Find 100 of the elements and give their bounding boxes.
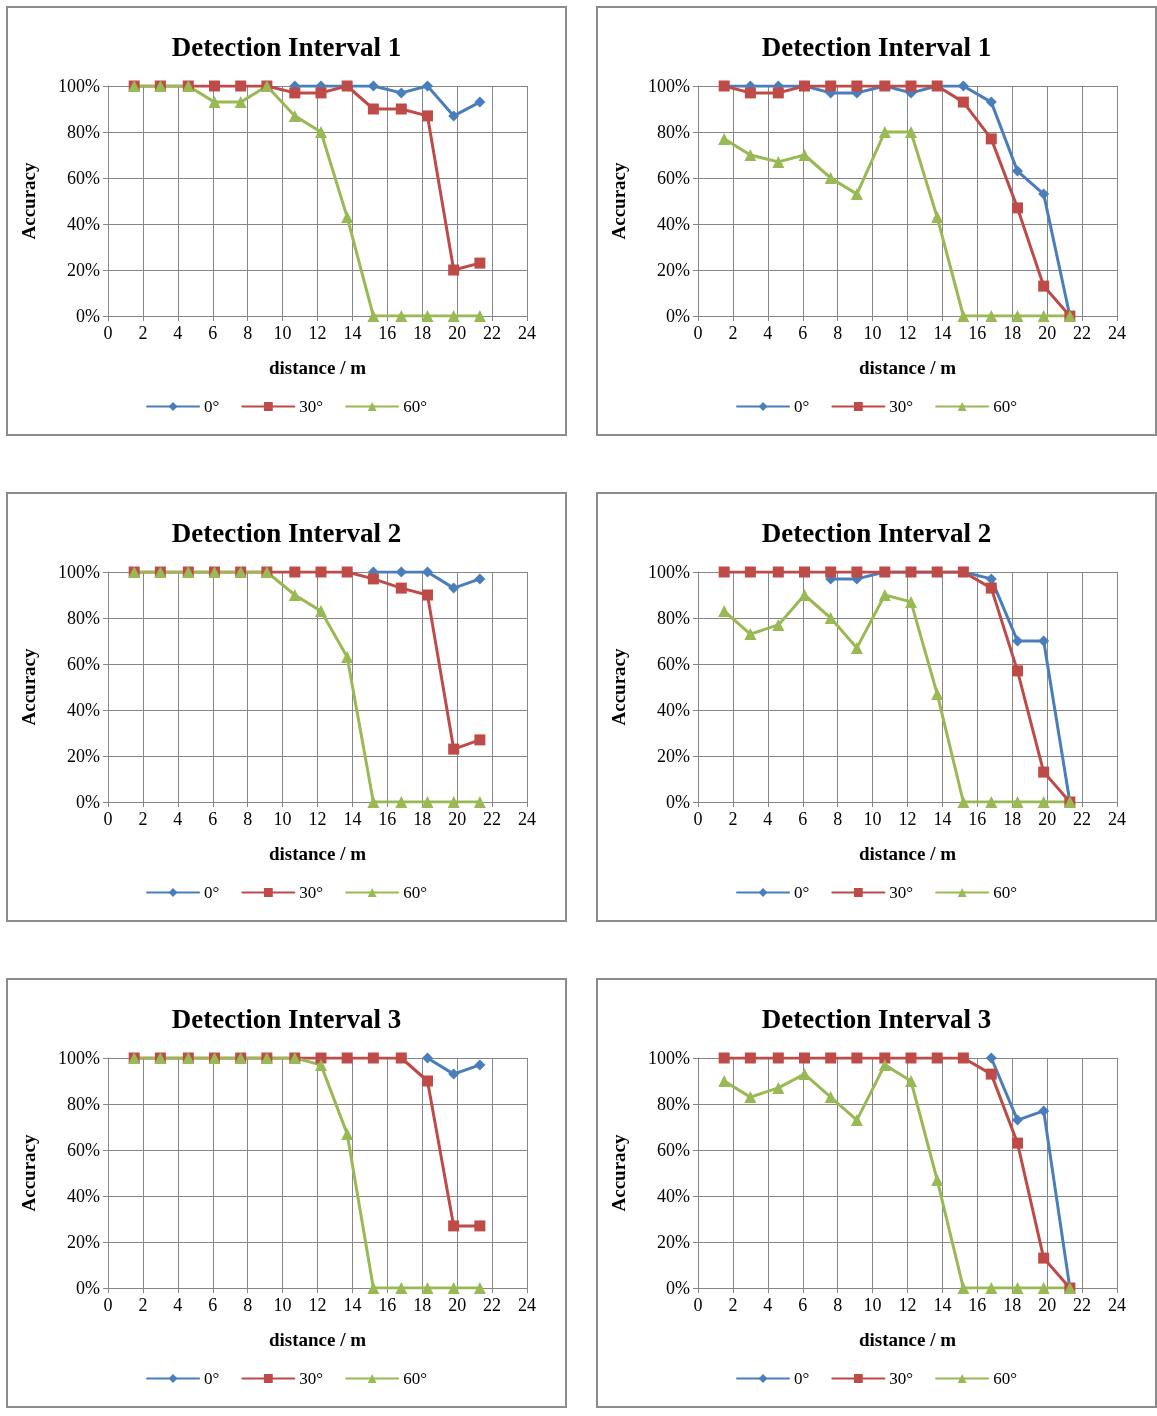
- point: [1011, 796, 1024, 808]
- point: [1038, 635, 1050, 647]
- x-tick-label: 24: [518, 1295, 536, 1315]
- legend-label: 0°: [794, 1369, 810, 1388]
- point: [367, 796, 380, 808]
- y-tick-label: 100%: [648, 1048, 690, 1068]
- y-tick-label: 20%: [67, 746, 100, 766]
- x-tick-label: 16: [968, 1295, 987, 1315]
- point: [905, 1052, 917, 1064]
- point: [234, 96, 247, 109]
- point: [1038, 280, 1050, 292]
- x-tick-label: 20: [1038, 323, 1057, 343]
- x-tick-label: 24: [1108, 323, 1126, 343]
- legend-label: 60°: [403, 1369, 427, 1388]
- point: [1038, 766, 1050, 778]
- point: [421, 1075, 433, 1087]
- x-tick-label: 6: [208, 809, 218, 829]
- y-tick-label: 0%: [666, 306, 690, 326]
- x-tick-label: 10: [863, 323, 882, 343]
- x-tick-label: 16: [378, 809, 397, 829]
- point: [208, 96, 221, 109]
- x-tick-label: 22: [1073, 323, 1092, 343]
- x-tick-label: 18: [413, 1295, 432, 1315]
- x-tick-label: 14: [933, 1295, 952, 1315]
- point: [341, 566, 353, 578]
- legend-label: 30°: [299, 1369, 324, 1388]
- point: [985, 1282, 998, 1294]
- point: [904, 126, 917, 138]
- x-tick-label: 22: [483, 809, 502, 829]
- point: [957, 1052, 969, 1064]
- point: [772, 1052, 784, 1064]
- x-tick-label: 18: [1003, 323, 1022, 343]
- point: [448, 110, 460, 122]
- legend-label: 30°: [889, 397, 914, 416]
- point: [341, 211, 354, 224]
- point: [1011, 310, 1024, 322]
- x-tick-label: 0: [693, 1295, 703, 1315]
- point: [744, 566, 756, 578]
- point: [772, 566, 784, 578]
- point: [474, 734, 486, 746]
- y-tick-label: 100%: [58, 562, 100, 582]
- point: [341, 1127, 354, 1140]
- point: [314, 126, 327, 138]
- x-tick-label: 14: [933, 809, 952, 829]
- x-tick-label: 20: [448, 323, 467, 343]
- point: [367, 1052, 379, 1064]
- point: [395, 103, 407, 115]
- point: [474, 96, 486, 108]
- point: [957, 96, 969, 108]
- legend-label: 60°: [403, 883, 427, 902]
- point: [772, 618, 785, 631]
- point: [288, 109, 301, 122]
- x-tick-label: 8: [243, 323, 253, 343]
- x-tick-label: 18: [413, 809, 432, 829]
- point: [957, 310, 970, 322]
- x-tick-label: 10: [273, 1295, 292, 1315]
- chart-title: Detection Interval 1: [761, 31, 992, 62]
- point: [878, 1058, 891, 1071]
- x-tick-label: 12: [898, 323, 917, 343]
- x-tick-label: 16: [378, 1295, 397, 1315]
- point: [931, 211, 944, 224]
- chart-title: Detection Interval 3: [761, 1003, 992, 1034]
- x-tick-label: 4: [763, 1295, 773, 1315]
- x-tick-label: 14: [343, 809, 362, 829]
- y-tick-label: 40%: [657, 214, 690, 234]
- point: [1038, 1252, 1050, 1264]
- legend-label: 0°: [204, 883, 220, 902]
- x-tick-label: 22: [483, 323, 502, 343]
- x-tick-label: 12: [308, 809, 327, 829]
- point: [985, 1052, 997, 1064]
- x-tick-label: 8: [833, 1295, 843, 1315]
- point: [314, 605, 327, 618]
- point: [1037, 796, 1050, 808]
- point: [744, 149, 757, 161]
- point: [421, 110, 433, 122]
- x-tick-label: 22: [1073, 1295, 1092, 1315]
- x-tick-label: 0: [103, 1295, 113, 1315]
- x-tick-label: 2: [138, 1295, 148, 1315]
- x-tick-label: 2: [728, 809, 738, 829]
- point: [367, 1282, 380, 1294]
- chart-title: Detection Interval 2: [171, 517, 402, 548]
- point: [209, 80, 220, 92]
- point: [367, 103, 379, 115]
- point: [448, 1068, 460, 1080]
- point: [904, 595, 917, 608]
- x-tick-label: 16: [968, 809, 987, 829]
- point: [448, 264, 460, 276]
- point: [1011, 1282, 1024, 1294]
- x-tick-label: 18: [413, 323, 432, 343]
- y-tick-label: 40%: [657, 1186, 690, 1206]
- point: [448, 743, 460, 755]
- chart-title: Detection Interval 2: [761, 517, 992, 548]
- point: [799, 566, 810, 578]
- point: [825, 1052, 837, 1064]
- legend-label: 0°: [794, 397, 810, 416]
- y-tick-label: 60%: [657, 654, 690, 674]
- point: [850, 641, 863, 654]
- x-tick-label: 10: [273, 809, 292, 829]
- x-tick-label: 24: [1108, 1295, 1126, 1315]
- x-tick-label: 4: [763, 809, 773, 829]
